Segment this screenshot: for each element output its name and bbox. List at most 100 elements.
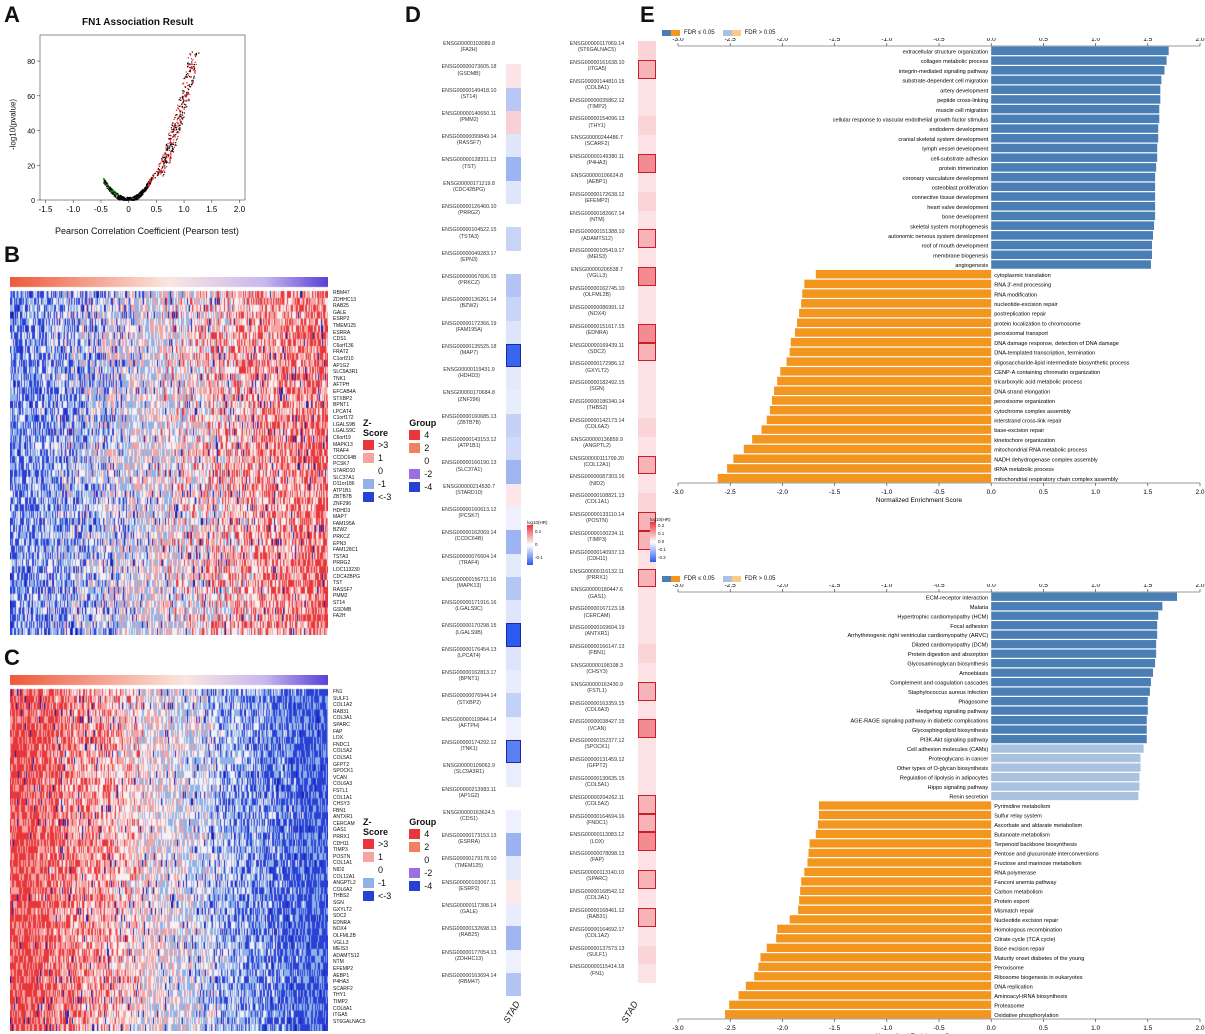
data-point [114,192,116,195]
data-point [164,152,167,154]
bottom-tick-label: -3.0 [672,1025,684,1032]
bottom-tick-label: -2.0 [777,489,789,496]
data-point [152,174,154,176]
panel-d-right-cell [638,436,656,456]
top-tick-label: -0.5 [933,38,945,43]
data-point [129,196,131,199]
panel-d-right-gene: ENSG00000113140.10 (SPARC) [569,870,625,883]
data-point [171,147,174,149]
data-point [188,100,190,102]
data-point [179,121,182,123]
panel-d-left-gene: ENSG00000076604.14 (TRAF4) [441,553,497,566]
bar [801,877,992,886]
panel-d-left-cell [506,646,521,671]
panel-d-left-gene: ENSG00000170298.15 (LGALS9B) [441,623,497,636]
data-point [181,110,183,112]
group-legend-item-b: -2 [409,467,436,480]
panel-d-right-cell [638,41,656,60]
heatmap-b-gene-label: ZDHHC13 [333,296,357,303]
bar [991,630,1158,639]
panel-d-right-gene: ENSG00000130635.15 (COL5A1) [569,775,625,789]
bar [776,934,992,943]
bar [991,172,1156,182]
heatmap-c-gene-label: EFEMP2 [333,965,354,972]
data-point [111,192,113,194]
bar [991,153,1158,162]
data-point [114,194,116,196]
heatmap-b-gene-label: ZBTB7B [333,494,352,501]
top-tick-label: -1.5 [829,38,841,43]
bar-label: Glycosaminoglycan biosynthesis [907,662,988,668]
data-point [194,70,196,72]
data-point [187,91,190,94]
data-point [165,166,168,168]
data-point [189,54,192,56]
bar [991,143,1158,153]
bar-label: ECM-receptor interaction [926,595,988,601]
data-point [186,106,188,108]
panel-d-right-cell [638,493,656,513]
bar [745,981,992,990]
panel-d-left-xlabel: STAD [501,999,522,1025]
data-point [145,189,147,192]
data-point [171,123,173,125]
data-point [160,173,162,175]
bar [717,473,992,483]
bottom-tick-label: 1.0 [1091,489,1100,496]
top-tick-label: -1.0 [881,584,893,589]
data-point [174,129,176,131]
bar-label: Proteoglycans in cancer [928,757,988,763]
heatmap-b-gene-label: C6orf19 [333,435,351,442]
panel-d-right-cell [638,870,656,889]
data-point [163,163,165,165]
right-colorbar-title: log10(HR) [650,517,671,522]
bar-label: Ascorbate and aldarate metabolism [994,823,1082,829]
data-point [191,51,193,53]
data-point [182,82,185,84]
bar [991,240,1152,250]
data-point [192,69,195,71]
panel-d-right-cell [638,662,656,682]
panel-d-left-cell [506,833,521,857]
data-point [192,80,194,83]
panel-d-right-cell [638,568,656,588]
data-point [191,67,193,69]
panel-d-right-gene: ENSG00000152377.12 (SPOCK1) [569,738,625,751]
bar [991,734,1147,744]
data-point [169,158,171,160]
heatmap-b-gene-label: RASSF7 [333,586,353,593]
data-point [172,128,175,130]
data-point [163,157,165,159]
data-point [159,170,161,173]
data-point [150,181,153,183]
heatmap-c-gene-label: COL6A3 [333,781,353,788]
bar [991,104,1160,114]
data-point [192,66,194,68]
bar-label: Protein digestion and absorption [908,652,988,658]
legend-e-nonsig: FDR > 0.05 [744,30,776,36]
data-point [103,181,105,184]
heatmap-c-gene-label: GFPT2 [333,761,350,768]
data-point [184,95,186,98]
data-point [167,147,169,150]
panel-d-left-gene: ENSG00000179178.10 (TMEM125) [441,856,497,869]
bar [991,744,1144,753]
bar-label: Fanconi anemia pathway [994,880,1056,886]
data-point [174,116,176,119]
panel-d-right-cell [638,380,656,400]
data-point [172,148,175,150]
panel-label-d: D [405,2,421,27]
bar [754,972,992,981]
y-tick-label: 40 [27,129,35,136]
heatmap-b-gene-label: AFTPH [333,382,350,389]
data-point [129,199,132,201]
bar [991,659,1156,668]
panel-d-left-cell [506,763,521,787]
heatmap-c-gene-label: FBN1 [333,807,346,814]
bar-label: Arrhythmogenic right ventricular cardiom… [847,633,988,639]
heatmap-b-gene-label: PRRG2 [333,560,351,567]
panel-d-left-cell [506,320,521,344]
data-point [167,146,169,149]
bar [808,848,992,858]
bar [991,75,1162,85]
